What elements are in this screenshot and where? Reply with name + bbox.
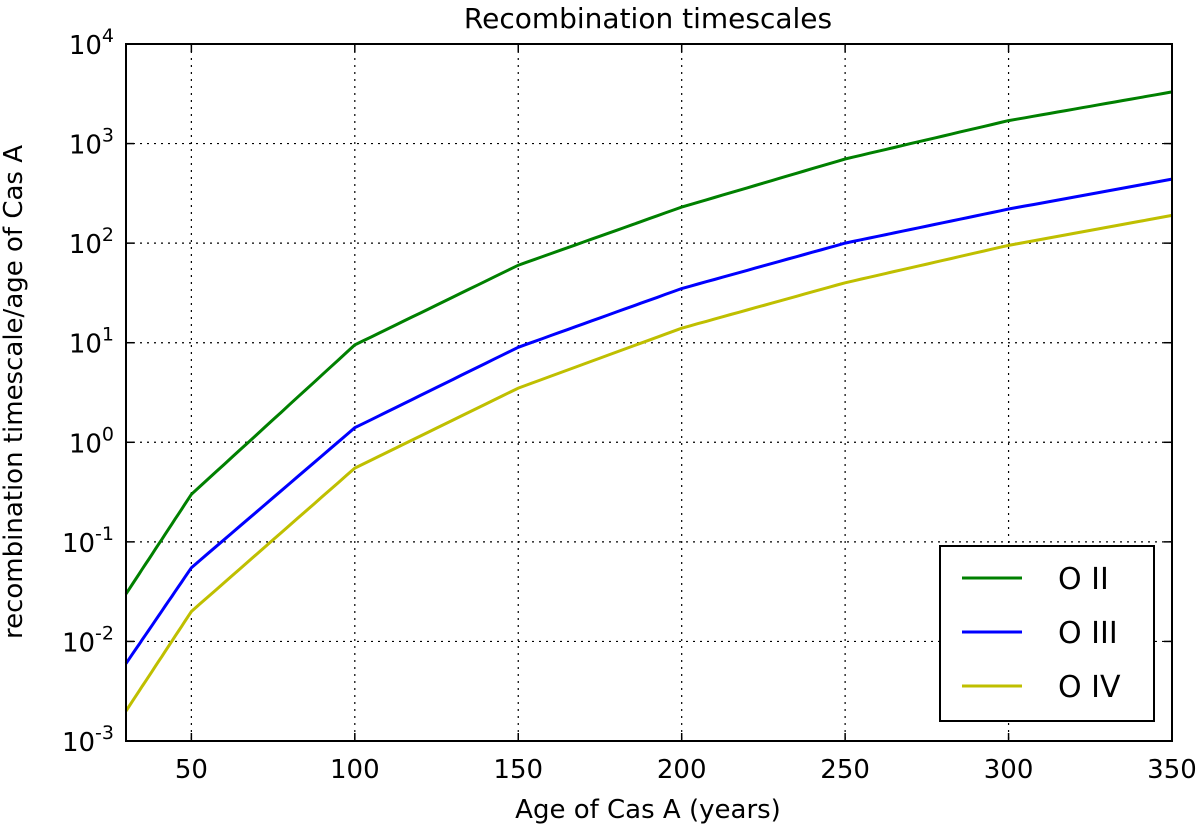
x-tick-label: 50 bbox=[175, 755, 208, 785]
y-tick-label: 10-1 bbox=[62, 523, 114, 559]
x-axis-label: Age of Cas A (years) bbox=[515, 795, 781, 825]
series-line bbox=[124, 177, 1173, 665]
series-line bbox=[124, 213, 1173, 712]
x-tick-label: 200 bbox=[657, 755, 707, 785]
y-tick-label: 104 bbox=[69, 25, 114, 61]
legend: O II O III O IV bbox=[939, 545, 1155, 722]
x-axis: 50 100 150 200 250 300 350 bbox=[175, 44, 1197, 785]
y-tick-label: 101 bbox=[69, 324, 114, 360]
x-tick-label: 300 bbox=[984, 755, 1034, 785]
plot-frame bbox=[125, 43, 1173, 742]
series-line bbox=[124, 90, 1173, 595]
legend-label: O II bbox=[1058, 562, 1109, 597]
y-tick-label: 100 bbox=[69, 423, 114, 459]
series-lines bbox=[124, 90, 1173, 712]
legend-label: O IV bbox=[1058, 670, 1121, 705]
y-tick-label: 102 bbox=[69, 224, 114, 260]
x-tick-label: 100 bbox=[330, 755, 380, 785]
chart-title: Recombination timescales bbox=[464, 2, 832, 35]
legend-label: O III bbox=[1058, 616, 1118, 651]
x-tick-label: 350 bbox=[1147, 755, 1197, 785]
y-axis-label: recombination timescale/age of Cas A bbox=[0, 145, 29, 639]
x-tick-label: 250 bbox=[820, 755, 870, 785]
y-tick-label: 10-3 bbox=[62, 722, 114, 758]
y-axis: 10-3 10-2 10-1 100 101 102 103 104 bbox=[62, 25, 1172, 758]
x-tick-label: 150 bbox=[493, 755, 543, 785]
y-tick-label: 103 bbox=[69, 125, 114, 161]
y-tick-label: 10-2 bbox=[62, 622, 114, 658]
